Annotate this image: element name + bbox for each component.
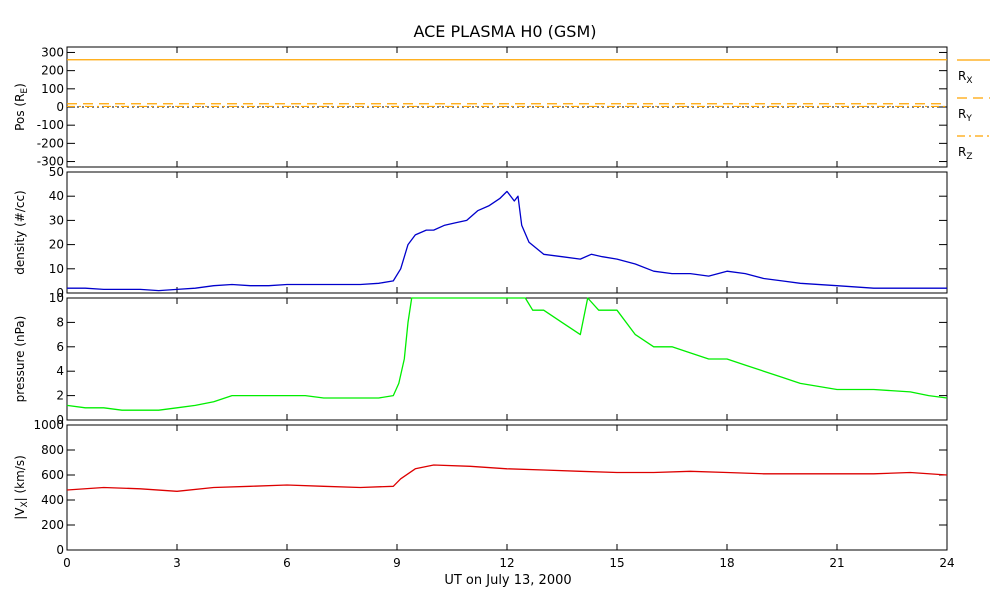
- legend-label-rx: RX: [958, 69, 973, 86]
- y-tick-label: 6: [56, 340, 64, 354]
- x-tick-label: 24: [939, 556, 954, 570]
- y-tick-label: 20: [49, 238, 64, 252]
- panel-pressure: 0 2 4 6 8 10 pressure (nPa): [13, 291, 948, 427]
- y-tick-label: 10: [49, 291, 64, 305]
- y-tick-label: 0: [56, 543, 64, 557]
- chart-title: ACE PLASMA H0 (GSM): [413, 22, 596, 41]
- panel-frame-density: [66, 171, 948, 294]
- x-tick-label: 12: [499, 556, 514, 570]
- y-tick-label: 30: [49, 213, 64, 227]
- panel-vx: 0 200 400 600 800 1000 |VX| (km/s): [13, 418, 948, 557]
- y-tick-label: 800: [41, 443, 64, 457]
- x-tick-label: 9: [393, 556, 401, 570]
- x-tick-label: 18: [719, 556, 734, 570]
- y-tick-label: 1000: [33, 418, 64, 432]
- y-tick-label: 0: [56, 100, 64, 114]
- y-tick-label: 2: [56, 389, 64, 403]
- series-line-density: [67, 190, 947, 292]
- series-line-vx: [66, 464, 948, 492]
- y-tick-label: -100: [37, 118, 64, 132]
- x-tick-label: 3: [173, 556, 181, 570]
- panel-frame-vx: [66, 424, 948, 551]
- y-axis-label-pressure: pressure (nPa): [13, 316, 27, 403]
- panel-density: 0 10 20 30 40 50 density (#/cc): [13, 165, 948, 300]
- y-tick-label: 10: [49, 262, 64, 276]
- y-tick-label: -200: [37, 136, 64, 150]
- pos-legend: RX RY RZ: [957, 59, 990, 162]
- y-axis-label-vx: |VX| (km/s): [13, 455, 30, 520]
- panel-pos: 300 200 100 0 -100 -200 -300 Pos (RE): [13, 45, 948, 169]
- x-tick-label: 21: [829, 556, 844, 570]
- series-line-pressure: [66, 297, 948, 411]
- y-tick-label: 0: [56, 413, 64, 427]
- y-tick-label: 50: [49, 165, 64, 179]
- y-tick-label: 40: [49, 189, 64, 203]
- y-tick-label: -300: [37, 155, 64, 169]
- y-tick-label: 100: [41, 82, 64, 96]
- y-tick-label: 400: [41, 493, 64, 507]
- legend-label-rz: RZ: [958, 145, 973, 162]
- x-axis-ticks: 0 3 6 9 12 15 18 21 24: [63, 556, 954, 570]
- x-tick-label: 6: [283, 556, 291, 570]
- y-axis-label-pos: Pos (RE): [13, 83, 30, 131]
- y-tick-label: 200: [41, 64, 64, 78]
- x-axis-label: UT on July 13, 2000: [444, 573, 571, 588]
- x-tick-label: 15: [609, 556, 624, 570]
- y-tick-label: 8: [56, 315, 64, 329]
- y-tick-label: 4: [56, 364, 64, 378]
- x-tick-label: 0: [63, 556, 71, 570]
- y-tick-label: 200: [41, 518, 64, 532]
- panel-frame-pressure: [66, 297, 948, 421]
- y-axis-label-density: density (#/cc): [13, 190, 27, 274]
- y-tick-label: 0: [56, 286, 64, 300]
- legend-label-ry: RY: [958, 107, 972, 124]
- y-tick-label: 600: [41, 468, 64, 482]
- y-tick-label: 300: [41, 45, 64, 59]
